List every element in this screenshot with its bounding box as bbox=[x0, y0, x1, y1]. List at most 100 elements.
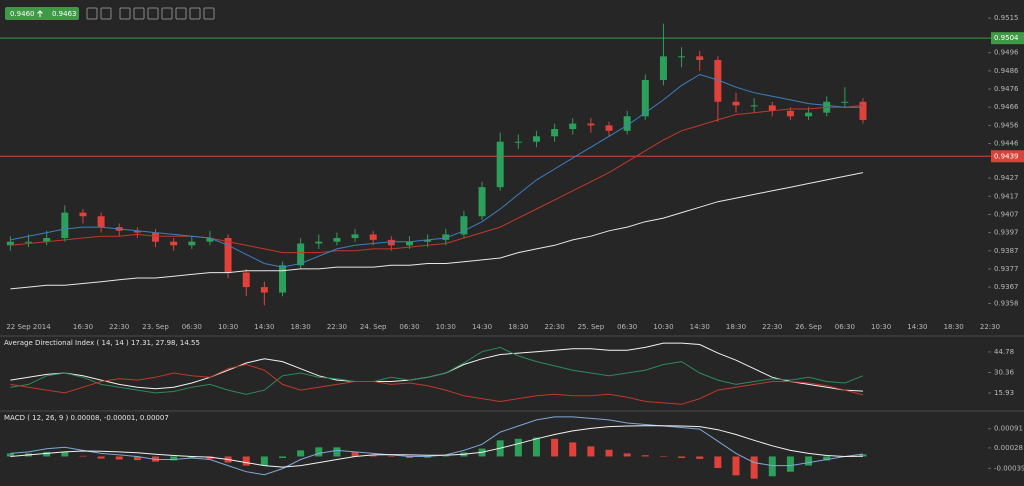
x-tick-label: 18:30 bbox=[508, 323, 528, 331]
y-tick-label: 30.36 bbox=[994, 368, 1015, 376]
indicator-line bbox=[10, 363, 864, 405]
candle-body bbox=[79, 212, 87, 217]
y-tick-label: 0.9367 bbox=[994, 283, 1019, 291]
candle-body bbox=[678, 56, 686, 58]
candle-body bbox=[242, 272, 250, 288]
histogram-bar bbox=[551, 438, 559, 457]
candle-body bbox=[188, 241, 196, 246]
candle-body bbox=[224, 238, 232, 273]
candle-body bbox=[387, 239, 395, 246]
candle-body bbox=[424, 239, 432, 242]
y-tick-label: 0.9427 bbox=[994, 174, 1019, 182]
y-tick-label: 0.9486 bbox=[994, 67, 1019, 75]
price-label: 0.9504 bbox=[994, 34, 1019, 42]
histogram-bar bbox=[514, 438, 522, 457]
histogram-bar bbox=[351, 451, 359, 457]
histogram-bar bbox=[805, 456, 813, 466]
draw-button[interactable] bbox=[161, 7, 173, 20]
y-tick-label: 0.00028 bbox=[994, 444, 1023, 452]
x-tick-label: 18:30 bbox=[726, 323, 746, 331]
candle-body bbox=[478, 187, 486, 217]
x-tick-label: 22:30 bbox=[762, 323, 782, 331]
y-tick-label: 0.9446 bbox=[994, 140, 1019, 148]
candle-body bbox=[496, 141, 504, 188]
x-tick-label: 06:30 bbox=[182, 323, 202, 331]
histogram-bar bbox=[43, 451, 51, 457]
candle-body bbox=[152, 232, 160, 242]
candle-body bbox=[6, 241, 14, 246]
y-tick-label: 44.78 bbox=[994, 348, 1014, 356]
histogram-bar bbox=[333, 447, 341, 457]
x-tick-label: 16:30 bbox=[73, 323, 93, 331]
candle-body bbox=[623, 116, 631, 131]
zoom-in-button[interactable] bbox=[86, 7, 98, 20]
x-tick-label: 22 Sep 2014 bbox=[6, 323, 51, 331]
x-tick-label: 10:30 bbox=[218, 323, 238, 331]
y-tick-label: 0.9456 bbox=[994, 121, 1019, 129]
zoom-out-button[interactable] bbox=[100, 7, 112, 20]
candle-body bbox=[786, 110, 794, 117]
chart-type-button[interactable] bbox=[133, 7, 145, 20]
histogram-bar bbox=[768, 456, 776, 477]
y-tick-label: 0.00091 bbox=[994, 425, 1023, 433]
x-tick-label: 22:30 bbox=[327, 323, 347, 331]
indicator-line bbox=[10, 172, 864, 290]
x-tick-label: 06:30 bbox=[835, 323, 855, 331]
histogram-bar bbox=[260, 456, 268, 466]
candle-body bbox=[315, 241, 323, 244]
histogram-bar bbox=[133, 456, 141, 461]
x-tick-label: 24. Sep bbox=[360, 323, 387, 331]
candle-body bbox=[405, 241, 413, 246]
histogram-bar bbox=[188, 456, 196, 458]
histogram-bar bbox=[786, 456, 794, 472]
histogram-bar bbox=[823, 456, 831, 461]
x-tick-label: 23. Sep bbox=[142, 323, 169, 331]
x-tick-label: 14:30 bbox=[690, 323, 710, 331]
x-tick-label: 18:30 bbox=[291, 323, 311, 331]
histogram-bar bbox=[605, 449, 613, 457]
indicators-button[interactable] bbox=[147, 7, 159, 20]
screenshot-button[interactable] bbox=[203, 7, 215, 20]
candle-body bbox=[260, 287, 268, 293]
y-tick-label: 0.9407 bbox=[994, 210, 1019, 218]
template-button[interactable] bbox=[175, 7, 187, 20]
candle-body bbox=[442, 234, 450, 240]
histogram-bar bbox=[659, 456, 667, 457]
candle-body bbox=[750, 105, 758, 107]
histogram-bar bbox=[97, 456, 105, 459]
candle-body bbox=[170, 241, 178, 246]
y-tick-label: 0.9387 bbox=[994, 247, 1019, 255]
x-tick-label: 22:30 bbox=[109, 323, 129, 331]
toolbar: 0.9460 0.9463 bbox=[5, 7, 215, 20]
x-tick-label: 25. Sep bbox=[578, 323, 605, 331]
y-tick-label: 0.9417 bbox=[994, 192, 1019, 200]
histogram-bar bbox=[532, 437, 540, 457]
histogram-bar bbox=[170, 456, 178, 461]
candle-body bbox=[569, 123, 577, 130]
candle-body bbox=[768, 105, 776, 111]
histogram-bar bbox=[405, 456, 413, 458]
settings-button[interactable] bbox=[189, 7, 201, 20]
histogram-bar bbox=[623, 453, 631, 457]
y-tick-label: 0.9496 bbox=[994, 49, 1019, 57]
candle-body bbox=[532, 136, 540, 142]
x-tick-label: 10:30 bbox=[653, 323, 673, 331]
candle-body bbox=[460, 216, 468, 235]
histogram-bar bbox=[587, 446, 595, 457]
candle-body bbox=[587, 123, 595, 126]
y-tick-label: 0.9466 bbox=[994, 103, 1019, 111]
x-tick-label: 22:30 bbox=[545, 323, 565, 331]
histogram-bar bbox=[206, 456, 214, 459]
candle-body bbox=[805, 112, 813, 117]
histogram-bar bbox=[279, 456, 286, 458]
candle-body bbox=[732, 101, 740, 106]
histogram-bar bbox=[6, 453, 14, 457]
y-tick-label: 0.9377 bbox=[994, 265, 1019, 273]
x-tick-label: 10:30 bbox=[436, 323, 456, 331]
histogram-bar bbox=[750, 456, 758, 479]
histogram-bar bbox=[369, 454, 377, 457]
histogram-bar bbox=[79, 455, 87, 457]
histogram-bar bbox=[315, 447, 323, 457]
timeframe-button[interactable] bbox=[119, 7, 131, 20]
